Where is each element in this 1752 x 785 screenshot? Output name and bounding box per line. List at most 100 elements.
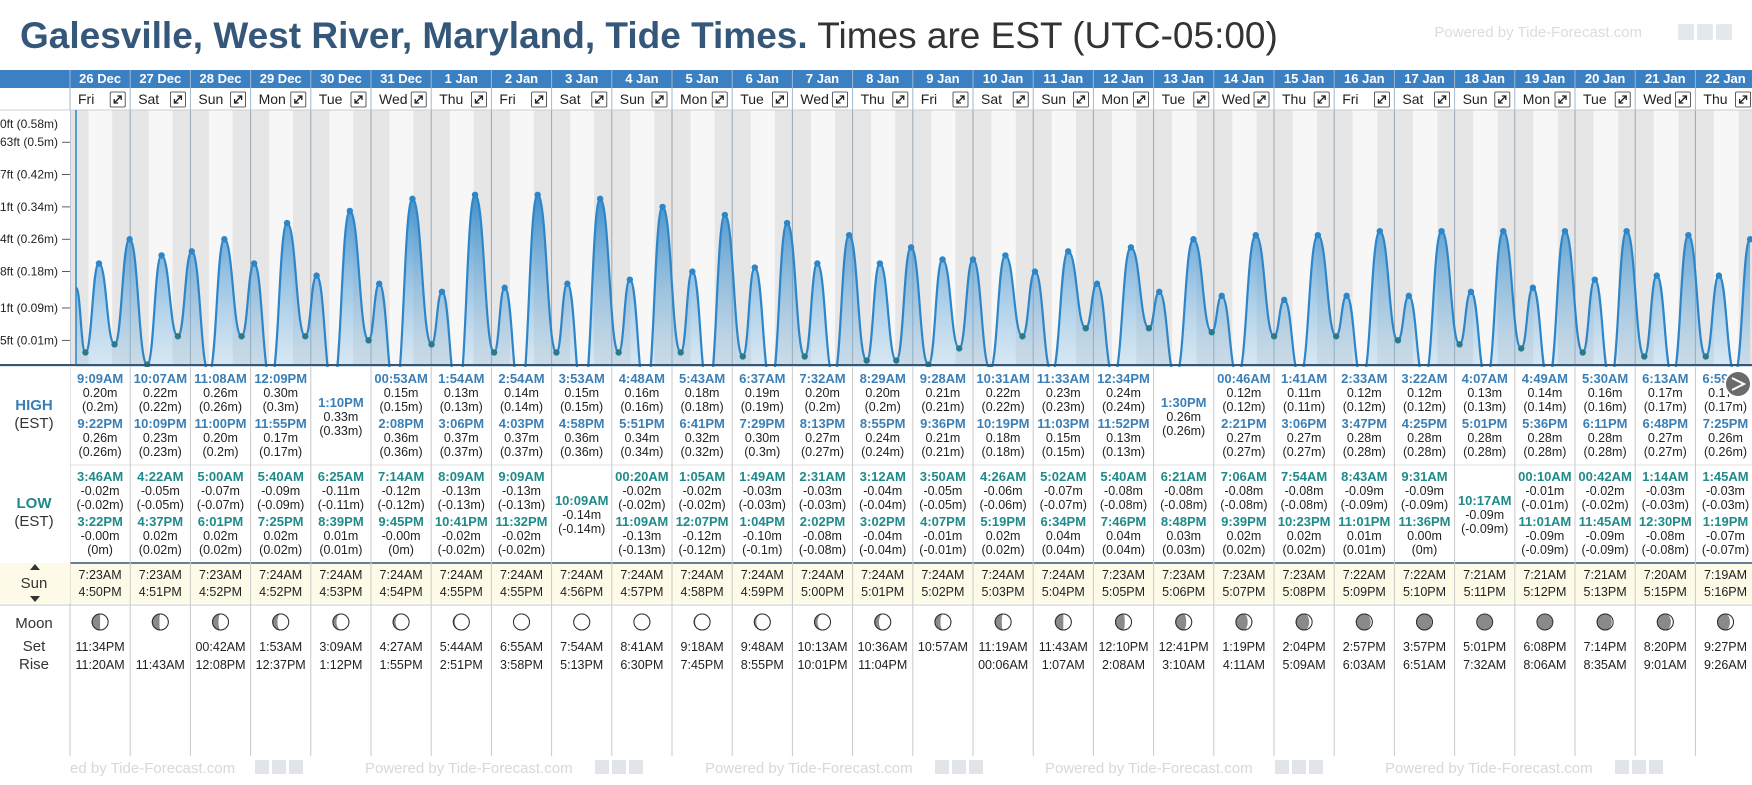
expand-icon [835,95,845,104]
tide-time: 6:13AM [1642,371,1688,386]
tide-time: 9:28AM [920,371,966,386]
tide-height-paren: (-0.09m) [1461,522,1508,536]
tide-height-paren: (0.15m) [560,400,603,414]
tide-height-paren: (0.33m) [319,424,362,438]
tide-time: 1:54AM [438,371,484,386]
tide-time: 11:01PM [1338,514,1390,529]
expand-icon [1558,95,1567,104]
date-label: 21 Jan [1645,71,1686,86]
date-label: 1 Jan [445,71,478,86]
tide-height-paren: (-0.03m) [1642,498,1689,512]
tide-time: 3:22PM [77,514,123,529]
y-tick-label: 0.05ft (0.01m) [0,333,58,347]
tide-height-m: -0.09m [1345,484,1384,498]
moon-lit-part [159,614,162,630]
date-label: 12 Jan [1103,71,1144,86]
expand-icon [414,95,423,104]
moon-outline [1656,613,1674,631]
tide-time: 6:11PM [1583,416,1628,431]
date-label: 7 Jan [806,71,839,86]
tide-height-m: -0.07m [1706,529,1745,543]
moonrise-time: 3:10AM [1162,658,1205,672]
tide-time: 4:22AM [137,469,183,484]
tide-time: 9:36PM [920,416,966,431]
moonset-time: 6:55AM [500,640,543,654]
tide-height-m: -0.08m [1646,529,1685,543]
tide-height-paren: (0.17m) [1704,400,1747,414]
watermark-icons [1678,24,1732,40]
tide-height-paren: (0.28m) [1463,445,1506,459]
tide-extreme-point [1467,288,1475,295]
moon-lit-part [277,614,284,630]
scroll-right-button[interactable] [1724,370,1752,398]
tide-height-m: -0.02m [502,529,541,543]
tide-time: 9:09AM [77,371,123,386]
date-label: 14 Jan [1224,71,1265,86]
tide-height-m: 0.26m [83,431,118,445]
tide-time: 4:37PM [138,514,184,529]
footer-watermark-text: Powered by Tide-Forecast.com [1045,760,1253,777]
tide-time: 4:03PM [499,416,545,431]
tide-time: 10:17AM [1458,493,1511,508]
footer-watermark-text: Powered by Tide-Forecast.com [705,760,913,777]
tide-time: 6:25AM [318,469,364,484]
sunset-time: 5:12PM [1523,585,1566,599]
tide-extreme-point [956,345,963,352]
tide-height-m: 0.27m [1287,431,1322,445]
tide-time: 4:58PM [559,416,605,431]
moonrise-time: 9:26AM [1704,658,1747,672]
tide-extreme-point [751,264,758,271]
moon-lit-part [1183,614,1192,630]
tide-height-paren: (0.16m) [1584,400,1627,414]
tide-extreme-point [126,236,133,243]
tide-table: 26 Dec Fri 27 Dec Sat 28 Dec Sun 29 Dec Mon 30 D… [0,70,1752,780]
tide-time: 6:48PM [1643,416,1689,431]
sunrise-time: 7:20AM [1644,568,1687,582]
tide-time: 1:30PM [1161,395,1207,410]
tide-chart: 26 Dec Fri 27 Dec Sat 28 Dec Sun 29 Dec Mon 30 D… [0,70,1752,761]
tide-time: 5:02AM [1040,469,1086,484]
tide-extreme-point [1641,353,1648,360]
tide-time: 10:07AM [134,371,187,386]
tide-height-m: 0.30m [263,386,298,400]
tide-height-paren: (0.01m) [1343,543,1386,557]
date-label: 30 Dec [320,71,362,86]
moon-outline [272,613,290,631]
tide-time: 11:45AM [1579,514,1632,529]
tide-extreme-point [689,268,696,275]
tide-height-paren: (-0.07m) [197,498,244,512]
sunrise-time: 7:23AM [139,568,182,582]
tide-height-paren: (-0.1m) [742,543,782,557]
footer-watermarks: ed by Tide-Forecast.com Powered by Tide-F… [70,760,1663,777]
watermark-icon [1309,760,1323,774]
moon-outline [452,613,470,631]
tide-extreme-point [111,341,118,348]
sunrise-time: 7:23AM [1162,568,1205,582]
moonset-time: 11:43AM [1039,640,1088,654]
moon-lit-part [1725,614,1734,630]
moonrise-label: Rise [19,656,49,673]
tide-height-paren: (-0.08m) [1220,498,1267,512]
tide-extreme-point [1653,272,1660,279]
sunset-time: 4:54PM [380,585,423,599]
expand-icon [474,95,484,104]
tide-time: 5:43AM [679,371,725,386]
watermark-icon [612,760,626,774]
moonrise-time: 11:20AM [76,658,125,672]
sunrise-time: 7:24AM [921,568,964,582]
tide-time: 6:21AM [1161,469,1207,484]
moonrise-time: 1:55PM [380,658,423,672]
tide-height-paren: (0.02m) [982,543,1025,557]
tide-height-paren: (0.14m) [1523,400,1566,414]
tide-height-paren: (0.14m) [500,400,543,414]
tide-height-m: 0.02m [1227,529,1262,543]
tide-height-m: -0.13m [502,484,541,498]
tide-time: 8:43AM [1341,469,1387,484]
tide-height-m: 0.37m [504,431,539,445]
tide-time: 8:55PM [860,416,906,431]
tide-height-m: -0.03m [803,484,842,498]
tide-height-paren: (0.28m) [1584,445,1627,459]
tide-height-m: 0.18m [986,431,1021,445]
tide-time: 3:53AM [559,371,605,386]
tide-height-paren: (-0.09m) [257,498,304,512]
